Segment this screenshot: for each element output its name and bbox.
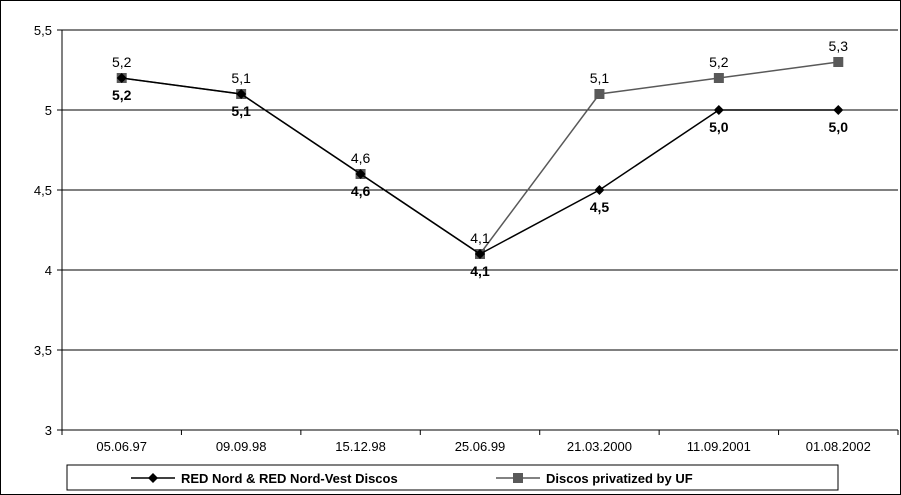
- data-point-series-2: [713, 73, 724, 83]
- legend-label-series-1: RED Nord & RED Nord-Vest Discos: [181, 471, 398, 486]
- y-tick-label: 5: [45, 103, 52, 118]
- data-label-series-1: 5,0: [709, 119, 729, 135]
- data-point-series-1: [594, 185, 605, 195]
- data-label-series-1: 5,0: [829, 119, 849, 135]
- data-label-series-2: 4,1: [470, 230, 490, 246]
- data-labels: 5,2 5,1 4,6 4,1 4,5 5,0 5,0 5,2 5,1 4,6 4,1 5,1 5,2 5…: [112, 38, 848, 279]
- legend-marker-series-1: [148, 473, 158, 483]
- y-tick-label: 3,5: [34, 343, 52, 358]
- legend-box: [66, 464, 839, 491]
- data-label-series-2: 5,2: [709, 54, 729, 70]
- x-tick-label: 15.12.98: [335, 439, 386, 454]
- x-tick-label: 05.06.97: [96, 439, 147, 454]
- x-tick-label: 01.08.2002: [806, 439, 871, 454]
- legend: RED Nord & RED Nord-Vest Discos Discos pr…: [66, 464, 839, 491]
- data-point-series-1: [713, 105, 724, 115]
- data-label-series-1: 4,1: [470, 263, 490, 279]
- series-lines: [116, 57, 844, 259]
- data-label-series-1: 5,2: [112, 87, 132, 103]
- data-point-series-1: [355, 169, 366, 179]
- data-point-series-2: [594, 89, 605, 99]
- data-point-series-1: [833, 105, 844, 115]
- data-label-series-2: 5,3: [829, 38, 849, 54]
- y-tick-label: 5,5: [34, 23, 52, 38]
- data-point-series-1: [236, 89, 247, 99]
- y-tick-label: 4,5: [34, 183, 52, 198]
- x-tick-label: 25.06.99: [455, 439, 506, 454]
- data-point-series-2: [833, 57, 844, 67]
- data-point-series-1: [116, 73, 127, 83]
- data-label-series-2: 4,6: [351, 150, 371, 166]
- x-tick-label: 11.09.2001: [687, 439, 751, 454]
- x-tick-label: 21.03.2000: [567, 439, 632, 454]
- y-tick-label: 3: [45, 423, 52, 438]
- data-label-series-1: 4,5: [590, 199, 610, 215]
- data-label-series-2: 5,2: [112, 54, 132, 70]
- axes: 3 3,5 4 4,5 5 5,5 05.06.97 09.09.98 15.12.98 25.0…: [34, 23, 899, 454]
- y-tick-label: 4: [45, 263, 52, 278]
- legend-label-series-2: Discos privatized by UF: [546, 471, 693, 486]
- data-label-series-1: 5,1: [231, 103, 251, 119]
- data-label-series-2: 5,1: [231, 70, 251, 86]
- data-label-series-2: 5,1: [590, 70, 610, 86]
- x-tick-label: 09.09.98: [216, 439, 267, 454]
- data-point-series-1: [475, 249, 485, 259]
- legend-marker-series-2: [513, 473, 523, 483]
- data-label-series-1: 4,6: [351, 183, 371, 199]
